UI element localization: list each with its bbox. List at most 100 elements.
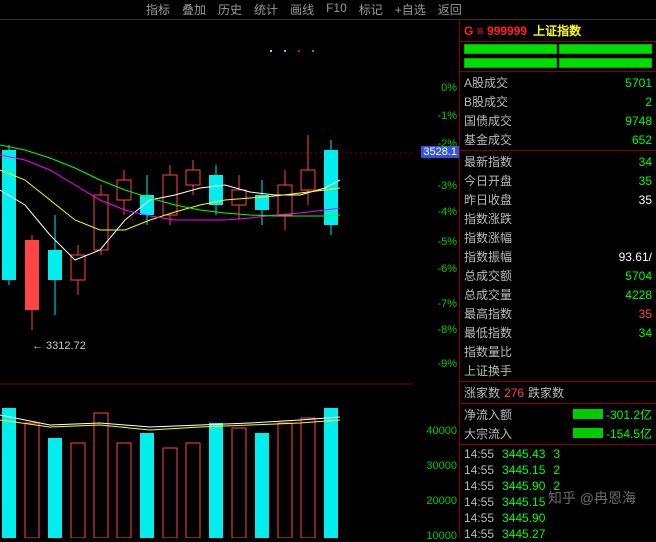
advancers-value: 276 <box>504 386 524 400</box>
tick-vol: 2 <box>553 463 560 477</box>
info-value: 652 <box>632 133 652 147</box>
y-axis-label: -1% <box>437 110 457 122</box>
y-axis: 3528.10%-1%-2%-3%-4%-5%-6%-7%-8%-9%40000… <box>413 20 459 538</box>
tick-time: 14:55 <box>464 495 494 509</box>
tick-time: 14:55 <box>464 511 494 525</box>
toolbar-item[interactable]: 返回 <box>432 0 468 20</box>
info-label: 最新指数 <box>464 153 512 170</box>
flow-value: -154.5亿 <box>606 427 652 441</box>
info-row: 国债成交 9748 <box>460 111 656 130</box>
info-label: 总成交额 <box>464 267 512 284</box>
toolbar: 指标叠加历史统计画线F10标记+自选返回 <box>0 0 656 20</box>
info-row: B股成交2 <box>460 92 656 111</box>
tick-row: 14:55 3445.27 <box>460 526 656 538</box>
flow-bar-icon <box>573 409 603 419</box>
volume-axis-label: 20000 <box>426 495 457 507</box>
info-label: 指数涨幅 <box>464 229 512 246</box>
info-row: 昨日收盘 35 <box>460 190 656 209</box>
flow-bar-icon <box>573 428 603 438</box>
tick-price: 3445.27 <box>502 527 545 538</box>
info-value: 35 <box>639 193 652 207</box>
info-panel: G ≡ 999999 上证指数 A股成交5701B股成交2国债成交 9748 基金成… <box>460 20 656 538</box>
info-label: A股成交 <box>464 74 508 91</box>
info-label: 指数振幅 <box>464 248 512 265</box>
toolbar-item[interactable]: F10 <box>320 0 353 20</box>
info-label: 最低指数 <box>464 324 512 341</box>
watermark: 知乎 @冉恩海 <box>548 488 636 508</box>
tick-price: 3445.43 <box>502 447 545 461</box>
advancers-label: 涨家数 <box>464 384 500 401</box>
info-row: 指数振幅 93.61/ <box>460 247 656 266</box>
flow-row: 净流入额 -301.2亿 <box>460 405 656 424</box>
tick-row: 14:55 3445.43 3 <box>460 446 656 462</box>
y-axis-label: -6% <box>437 263 457 275</box>
candlestick-chart[interactable] <box>0 20 414 385</box>
flow-label: 净流入额 <box>464 406 512 423</box>
info-row: 指数量比 <box>460 342 656 361</box>
y-axis-label: -3% <box>437 180 457 192</box>
low-price-marker: ← 3312.72 <box>32 340 86 352</box>
strength-bar-left <box>464 44 557 54</box>
volume-axis-label: 10000 <box>426 530 457 542</box>
flow-label: 大宗流入 <box>464 425 512 442</box>
info-label: 基金成交 <box>464 131 512 148</box>
flow-value: -301.2亿 <box>606 408 652 422</box>
y-axis-label: -2% <box>437 138 457 150</box>
tick-time: 14:55 <box>464 527 494 538</box>
strength-bar-left-2 <box>464 58 557 68</box>
toolbar-item[interactable]: +自选 <box>389 0 432 20</box>
info-value: 35 <box>639 174 652 188</box>
info-row: 最高指数35 <box>460 304 656 323</box>
info-label: 上证换手 <box>464 362 512 379</box>
tick-time: 14:55 <box>464 447 494 461</box>
info-label: 今日开盘 <box>464 172 512 189</box>
stock-header: G ≡ 999999 上证指数 <box>460 20 656 42</box>
chart-area[interactable]: ← 3312.72 3528.10%-1%-2%-3%-4%-5%-6%-7%-… <box>0 20 460 538</box>
info-value: 4228 <box>625 288 652 302</box>
y-axis-label: -9% <box>437 358 457 370</box>
strength-bars <box>460 42 656 56</box>
info-row: 最新指数 34 <box>460 152 656 171</box>
decliners-label: 跌家数 <box>528 384 564 401</box>
y-axis-label: -5% <box>437 236 457 248</box>
toolbar-item[interactable]: 叠加 <box>176 0 212 20</box>
info-value: 2 <box>645 95 652 109</box>
y-axis-label: -4% <box>437 206 457 218</box>
info-row: 指数涨幅 <box>460 228 656 247</box>
info-value: 9748 <box>625 114 652 128</box>
toolbar-item[interactable]: 画线 <box>284 0 320 20</box>
tick-row: 14:553445.152 <box>460 462 656 478</box>
y-axis-label: -8% <box>437 324 457 336</box>
toolbar-item[interactable]: 标记 <box>353 0 389 20</box>
info-value: 5704 <box>625 269 652 283</box>
info-label: 总成交量 <box>464 286 512 303</box>
info-value: 93.61/ <box>619 250 652 264</box>
stock-code: G ≡ 999999 <box>464 24 527 38</box>
info-label: 昨日收盘 <box>464 191 512 208</box>
tick-time: 14:55 <box>464 479 494 493</box>
flow-row: 大宗流入 -154.5亿 <box>460 424 656 443</box>
tick-price: 3445.90 <box>502 511 545 525</box>
toolbar-item[interactable]: 历史 <box>212 0 248 20</box>
info-row: A股成交5701 <box>460 73 656 92</box>
tick-vol: 3 <box>553 447 560 461</box>
info-label: 国债成交 <box>464 112 512 129</box>
info-label: 指数量比 <box>464 343 512 360</box>
toolbar-item[interactable]: 指标 <box>140 0 176 20</box>
info-row: 基金成交 652 <box>460 130 656 149</box>
volume-chart[interactable] <box>0 385 414 538</box>
tick-price: 3445.90 <box>502 479 545 493</box>
info-value: 34 <box>639 155 652 169</box>
volume-axis-label: 40000 <box>426 425 457 437</box>
y-axis-label: -7% <box>437 298 457 310</box>
tick-price: 3445.15 <box>502 495 545 509</box>
info-value: 35 <box>639 307 652 321</box>
info-row: 总成交量 4228 <box>460 285 656 304</box>
tick-row: 14:55 3445.90 <box>460 510 656 526</box>
toolbar-menu: 指标叠加历史统计画线F10标记+自选返回 <box>140 0 468 20</box>
tick-time: 14:55 <box>464 463 494 477</box>
stock-name: 上证指数 <box>533 22 581 39</box>
info-label: 指数涨跌 <box>464 210 512 227</box>
volume-axis-label: 30000 <box>426 460 457 472</box>
toolbar-item[interactable]: 统计 <box>248 0 284 20</box>
